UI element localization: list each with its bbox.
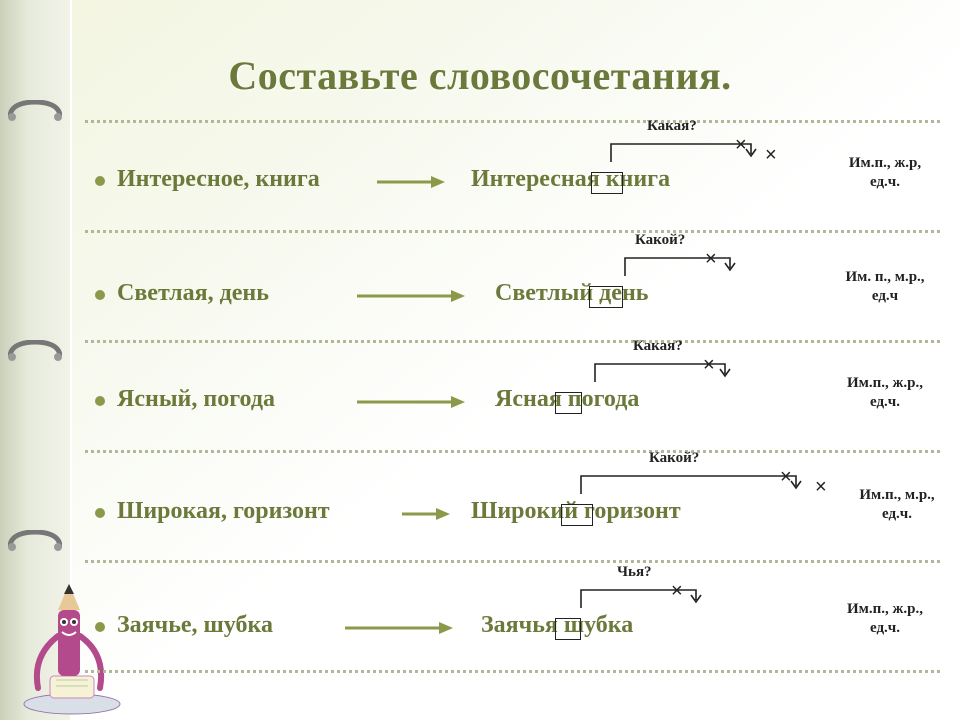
bullet-icon: [95, 396, 105, 406]
x-mark-icon: ×: [780, 466, 792, 489]
source-words: Ясный, погода: [117, 386, 275, 413]
grammar-label: Им. п., м.р., ед.ч: [835, 268, 935, 306]
ending-box-icon: [555, 618, 581, 640]
result-phrase: Интересная книга: [471, 166, 670, 193]
binder-ring-icon: [8, 530, 62, 564]
x-mark-icon: ×: [703, 354, 715, 377]
divider: [85, 120, 940, 123]
dependency-arc-icon: [471, 466, 831, 501]
x-mark-icon: ×: [815, 476, 827, 499]
x-mark-icon: ×: [765, 144, 777, 167]
source-words: Светлая, день: [117, 280, 269, 307]
grammar-label: Им.п., ж.р., ед.ч.: [835, 374, 935, 412]
arrow-icon: [355, 286, 465, 306]
question-label: Какой?: [635, 232, 685, 249]
divider: [85, 450, 940, 453]
binder-ring-icon: [8, 340, 62, 374]
question-label: Какой?: [649, 450, 699, 467]
divider: [85, 230, 940, 233]
arrow-icon: [375, 172, 445, 192]
result-phrase: Светлый день: [495, 280, 648, 307]
x-mark-icon: ×: [705, 248, 717, 271]
page-title: Составьте словосочетания.: [0, 52, 960, 99]
grammar-label: Им.п., м.р., ед.ч.: [847, 486, 947, 524]
arrow-icon: [400, 504, 450, 524]
source-words: Заячье, шубка: [117, 612, 273, 639]
x-mark-icon: ×: [735, 134, 747, 157]
ending-box-icon: [561, 504, 593, 526]
binder-ring-icon: [8, 100, 62, 134]
dependency-arc-icon: [495, 354, 755, 389]
arrow-icon: [343, 618, 453, 638]
bullet-icon: [95, 508, 105, 518]
bullet-icon: [95, 622, 105, 632]
divider: [85, 560, 940, 563]
slide: Составьте словосочетания. Интересное, кн…: [0, 0, 960, 720]
bullet-icon: [95, 176, 105, 186]
x-mark-icon: ×: [671, 580, 683, 603]
ending-box-icon: [589, 286, 623, 308]
arrow-icon: [355, 392, 465, 412]
question-label: Какая?: [633, 338, 683, 355]
source-words: Широкая, горизонт: [117, 498, 330, 525]
grammar-label: Им.п., ж.р., ед.ч.: [835, 600, 935, 638]
bullet-icon: [95, 290, 105, 300]
dependency-arc-icon: [481, 580, 741, 615]
source-words: Интересное, книга: [117, 166, 320, 193]
pencil-character-icon: [2, 576, 132, 716]
ending-box-icon: [591, 172, 623, 194]
question-label: Какая?: [647, 118, 697, 135]
question-label: Чья?: [617, 564, 652, 581]
ending-box-icon: [555, 392, 582, 414]
divider: [85, 340, 940, 343]
grammar-label: Им.п., ж.р, ед.ч.: [835, 154, 935, 192]
divider: [85, 670, 940, 673]
